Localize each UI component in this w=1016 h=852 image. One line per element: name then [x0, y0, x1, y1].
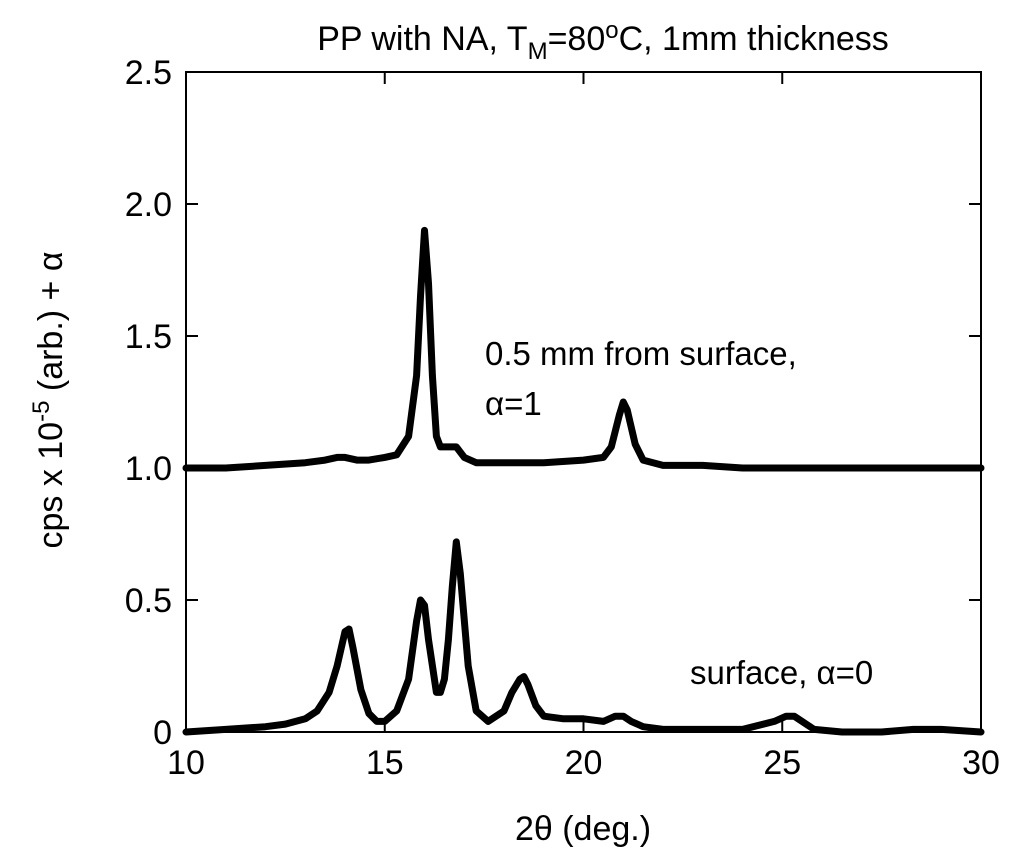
y-axis-label-superscript: -5	[28, 401, 55, 422]
axis-ticks	[185, 71, 982, 733]
y-axis-label-post: (arb.) + α	[32, 251, 70, 400]
y-tick-label: 0	[153, 714, 172, 752]
chart-title: PP with NA, TM=80oC, 1mm thickness	[317, 17, 889, 65]
series-curve-surface	[182, 538, 985, 736]
x-tick-label: 25	[763, 744, 801, 782]
chart-title-subscript: M	[528, 38, 548, 65]
series-label-surface: surface, α=0	[690, 654, 873, 691]
series-label-depth-line2: α=1	[485, 385, 542, 422]
chart-title-superscript: o	[605, 17, 618, 44]
chart-title-post: C, 1mm thickness	[619, 20, 889, 58]
series-curve-depth	[182, 226, 985, 472]
chart-title-pre: PP with NA, T	[317, 20, 527, 58]
y-tick-label: 1.0	[125, 450, 172, 488]
series-label-depth-line1: 0.5 mm from surface,	[485, 335, 797, 372]
y-axis-label: cps x 10-5 (arb.) + α	[28, 251, 70, 548]
x-axis-label: 2θ (deg.)	[515, 810, 651, 848]
y-axis-label-pre: cps x 10	[32, 422, 70, 549]
x-tick-label: 20	[565, 744, 603, 782]
chart-title-mid: =80	[548, 20, 606, 58]
x-tick-label: 10	[167, 744, 205, 782]
series-label-depth: 0.5 mm from surface, α=1	[485, 335, 806, 422]
axis-tick-labels: 10 15 20 25 30 0 0.5 1.0 1.5 2.0 2.5	[125, 54, 1000, 782]
x-tick-label: 30	[962, 744, 1000, 782]
y-tick-label: 0.5	[125, 582, 172, 620]
plot-frame	[185, 71, 982, 733]
y-tick-label: 1.5	[125, 318, 172, 356]
y-tick-label: 2.0	[125, 186, 172, 224]
series-curves	[182, 226, 985, 736]
y-tick-label: 2.5	[125, 54, 172, 92]
x-tick-label: 15	[366, 744, 404, 782]
